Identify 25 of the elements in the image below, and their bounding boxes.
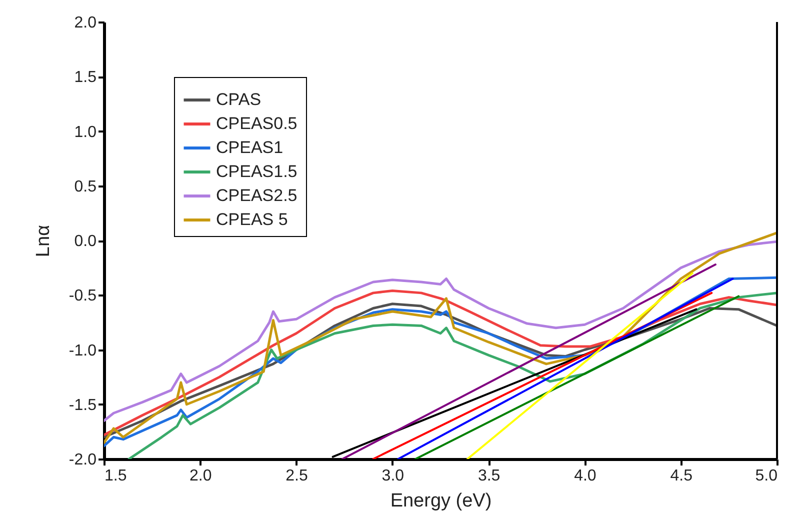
- y-tick-label: -2.0: [68, 452, 97, 468]
- x-tick-label: 3.5: [478, 468, 500, 484]
- x-tick-label: 4.5: [670, 468, 693, 484]
- y-tick-label: 2.0: [74, 14, 97, 32]
- legend-label: CPEAS1.5: [216, 162, 298, 181]
- y-tick-label: 0.5: [74, 178, 97, 196]
- x-tick-label: 3.0: [382, 468, 404, 484]
- y-tick-label: 1.0: [74, 124, 97, 141]
- legend-label: CPAS: [216, 90, 262, 109]
- y-axis-title: Lnα: [32, 224, 54, 258]
- x-tick-label: 1.5: [104, 468, 127, 484]
- y-tick-label: -1.0: [68, 342, 97, 360]
- legend-label: CPEAS1: [216, 138, 284, 157]
- x-tick-label: 2.0: [190, 468, 212, 484]
- x-tick-label: 5.0: [755, 468, 778, 484]
- y-tick-label: 0.0: [74, 233, 97, 250]
- x-axis-title: Energy (eV): [390, 490, 492, 512]
- y-tick-label: -1.5: [68, 396, 97, 414]
- legend-label: CPEAS2.5: [216, 186, 298, 205]
- x-tick-label: 4.0: [574, 468, 596, 484]
- legend-label: CPEAS 5: [216, 210, 288, 229]
- y-tick-label: 1.5: [74, 69, 97, 86]
- legend-label: CPEAS0.5: [216, 114, 298, 133]
- y-tick-label: -0.5: [68, 288, 97, 305]
- x-tick-label: 2.5: [286, 468, 308, 484]
